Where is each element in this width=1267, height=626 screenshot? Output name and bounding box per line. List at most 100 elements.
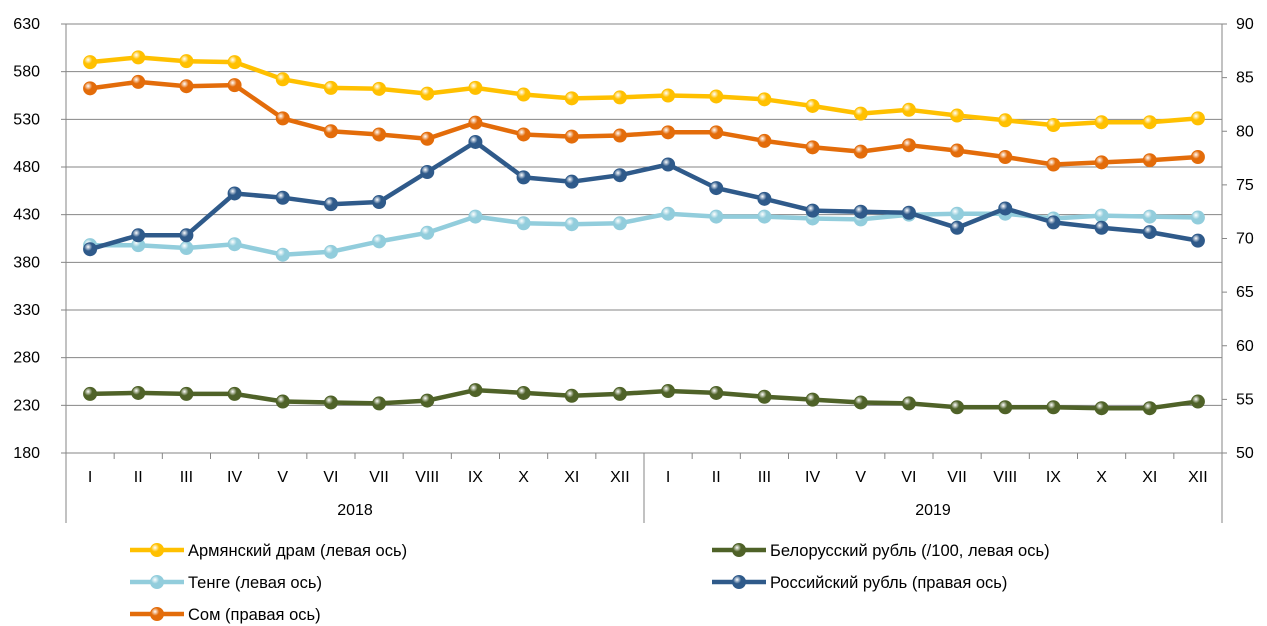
x-axis-tick-label: V — [277, 469, 288, 486]
data-point — [516, 127, 531, 142]
data-point — [564, 91, 579, 106]
data-point — [805, 392, 820, 407]
right-axis-tick-label: 75 — [1236, 177, 1254, 194]
data-point — [179, 386, 194, 401]
legend-label: Белорусский рубль (/100, левая ось) — [770, 542, 1050, 560]
legend-item: Сом (правая ось) — [130, 606, 321, 624]
series-line — [87, 387, 1201, 411]
series-3 — [83, 134, 1205, 257]
data-point — [950, 206, 965, 221]
left-axis-tick-label: 580 — [13, 64, 40, 81]
x-axis-tick-label: III — [758, 469, 771, 486]
data-point — [323, 80, 338, 95]
data-point — [853, 144, 868, 159]
data-point — [179, 54, 194, 69]
year-label: 2018 — [337, 502, 373, 519]
left-axis-tick-label: 480 — [13, 159, 40, 176]
data-point — [275, 190, 290, 205]
tick-labels: 180 230 280 330 380 430 480 530 580 630 50 55 60 65 70… — [13, 16, 1254, 519]
data-point — [805, 98, 820, 113]
data-point — [83, 55, 98, 70]
data-point — [372, 396, 387, 411]
legend-marker — [150, 575, 164, 589]
data-point — [275, 247, 290, 262]
left-axis-tick-label: 430 — [13, 207, 40, 224]
data-point — [612, 216, 627, 231]
data-point — [853, 204, 868, 219]
data-point — [709, 89, 724, 104]
data-point — [709, 125, 724, 140]
data-point — [805, 140, 820, 155]
data-point — [564, 388, 579, 403]
data-point — [323, 124, 338, 139]
legend-marker — [150, 607, 164, 621]
data-point — [612, 90, 627, 105]
data-point — [1142, 209, 1157, 224]
data-point — [227, 78, 242, 93]
x-axis-tick-label: II — [134, 469, 143, 486]
data-point — [420, 165, 435, 180]
data-point — [805, 203, 820, 218]
data-point — [564, 174, 579, 189]
x-axis-tick-label: IV — [805, 469, 820, 486]
data-point — [612, 128, 627, 143]
x-axis-tick-label: X — [1096, 469, 1107, 486]
data-point — [83, 242, 98, 257]
legend-marker — [732, 575, 746, 589]
series-line — [87, 55, 1201, 128]
legend-marker — [150, 543, 164, 557]
data-point — [468, 115, 483, 130]
x-axis-tick-label: V — [855, 469, 866, 486]
data-point — [372, 81, 387, 96]
data-point — [661, 157, 676, 172]
data-point — [661, 206, 676, 221]
data-point — [1190, 233, 1205, 248]
left-axis-tick-label: 380 — [13, 254, 40, 271]
data-point — [661, 125, 676, 140]
data-point — [372, 195, 387, 210]
x-axis-tick-label: II — [712, 469, 721, 486]
data-point — [131, 228, 146, 243]
data-point — [420, 225, 435, 240]
data-point — [853, 395, 868, 410]
data-point — [950, 220, 965, 235]
data-point — [179, 241, 194, 256]
right-axis-tick-label: 65 — [1236, 284, 1254, 301]
x-axis-tick-label: XI — [1142, 469, 1157, 486]
data-point — [661, 88, 676, 103]
data-point — [227, 55, 242, 70]
right-axis-tick-label: 90 — [1236, 16, 1254, 33]
data-point — [516, 87, 531, 102]
legend-label: Российский рубль (правая ось) — [770, 574, 1007, 592]
data-point — [564, 129, 579, 144]
series-line — [87, 79, 1201, 167]
data-point — [1046, 157, 1061, 172]
data-point — [227, 386, 242, 401]
x-axis-tick-label: VII — [947, 469, 967, 486]
left-axis-tick-label: 230 — [13, 397, 40, 414]
data-point — [468, 383, 483, 398]
data-point — [1046, 215, 1061, 230]
left-axis-tick-label: 530 — [13, 111, 40, 128]
data-point — [901, 102, 916, 117]
data-point — [1142, 115, 1157, 130]
data-point — [516, 216, 531, 231]
data-point — [275, 394, 290, 409]
x-axis-tick-label: I — [88, 469, 92, 486]
data-point — [709, 181, 724, 196]
x-axis-tick-label: IX — [468, 469, 483, 486]
data-point — [757, 133, 772, 148]
x-axis-tick-label: XII — [1188, 469, 1208, 486]
legend-label: Армянский драм (левая ось) — [188, 542, 407, 560]
x-axis-tick-label: III — [180, 469, 193, 486]
data-point — [1046, 400, 1061, 415]
data-point — [998, 201, 1013, 216]
data-point — [757, 389, 772, 404]
year-label: 2019 — [915, 502, 951, 519]
data-point — [468, 80, 483, 95]
data-point — [516, 385, 531, 400]
data-point — [420, 131, 435, 146]
gridlines — [66, 23, 1222, 454]
right-axis-tick-label: 70 — [1236, 231, 1254, 248]
